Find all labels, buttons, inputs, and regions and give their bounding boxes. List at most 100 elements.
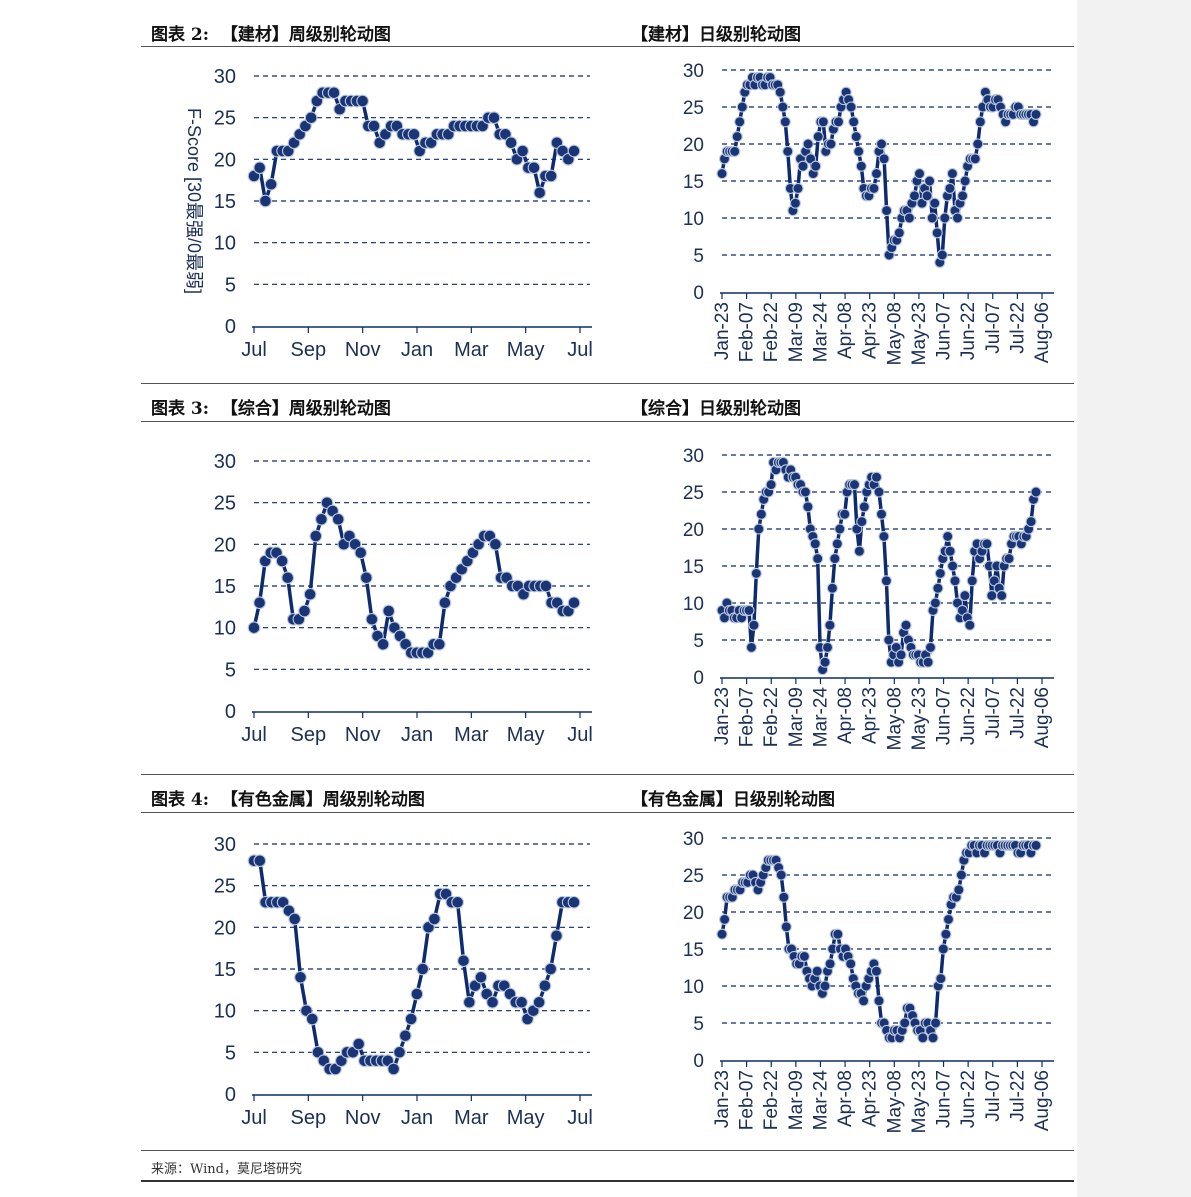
data-point xyxy=(850,131,862,143)
x-tick-label: Jul xyxy=(241,1107,267,1129)
data-point xyxy=(878,153,890,165)
data-point xyxy=(539,579,553,593)
y-tick-label: 0 xyxy=(225,701,236,723)
data-point xyxy=(824,958,836,970)
data-point xyxy=(331,512,345,526)
data-point xyxy=(303,587,317,601)
data-point xyxy=(365,612,379,626)
x-tick-label: Apr-08 xyxy=(835,687,856,744)
y-tick-label: 5 xyxy=(225,274,236,296)
x-tick-label: Jul-22 xyxy=(1007,687,1028,739)
data-point xyxy=(416,962,430,976)
data-point xyxy=(959,175,971,187)
x-tick-label: May-23 xyxy=(909,687,930,750)
data-point xyxy=(487,111,501,125)
data-point xyxy=(981,538,993,550)
data-point xyxy=(936,249,948,261)
data-point xyxy=(811,965,823,977)
data-point xyxy=(955,869,967,881)
x-tick-label: Jul-07 xyxy=(983,1070,1004,1122)
chart-weekly-youse: 0 5 10 15 20 25 30 Jul Sep Nov Jan Mar May Jul xyxy=(214,834,593,1129)
x-tick-label: Jun-22 xyxy=(958,1070,979,1128)
data-point xyxy=(959,590,971,602)
x-tick-label: Jul-07 xyxy=(983,302,1004,354)
row-divider-1 xyxy=(141,383,1074,384)
x-tick-label: Nov xyxy=(345,339,381,361)
y-tick-label: 25 xyxy=(214,876,236,898)
data-point xyxy=(451,895,464,909)
x-tick-label: Jun-07 xyxy=(934,1070,955,1128)
data-point xyxy=(765,479,777,491)
y-tick-label: 5 xyxy=(225,659,236,681)
y-tick-label: 30 xyxy=(214,66,236,88)
data-point xyxy=(848,479,861,491)
data-point xyxy=(873,486,885,498)
data-point xyxy=(567,144,581,158)
data-point xyxy=(883,634,895,646)
x-tick-label: Jan xyxy=(401,339,433,361)
x-tick-label: Jul xyxy=(241,339,267,361)
data-point xyxy=(812,553,824,565)
data-point xyxy=(832,928,844,940)
data-point xyxy=(873,995,885,1007)
data-point xyxy=(486,995,499,1009)
data-point xyxy=(856,516,868,528)
data-point xyxy=(802,138,814,150)
data-point xyxy=(527,161,541,175)
title-weekly-youse: 图表 4: 【有色金属】周级别轮动图 xyxy=(151,790,425,810)
x-tick-label: Aug-06 xyxy=(1032,687,1053,748)
data-point xyxy=(853,145,865,157)
data-point xyxy=(731,131,743,143)
series-line xyxy=(252,500,576,655)
data-point xyxy=(352,1037,366,1051)
chart-daily-jiancai: 0 5 10 15 20 25 30 Jan-23 Feb-07 Feb-22 Mar-09 Mar-… xyxy=(683,61,1054,365)
data-point xyxy=(817,116,829,128)
data-point xyxy=(736,101,748,113)
x-tick-label: Jul-07 xyxy=(983,687,1004,739)
chart-weekly-jiancai: 0 5 10 15 20 25 30 F-Score [30最强/0最弱] Jul Sep Nov J… xyxy=(184,66,593,361)
data-point xyxy=(354,546,368,560)
y-tick-label: 15 xyxy=(214,191,236,213)
y-tick-label: 25 xyxy=(214,108,236,130)
data-point xyxy=(839,508,851,520)
title-rule-3 xyxy=(141,812,1074,813)
data-point xyxy=(810,160,822,172)
x-tick-label: Jul-22 xyxy=(1007,302,1028,354)
x-tick-label: Jun-22 xyxy=(958,687,979,745)
x-tick-label: Apr-23 xyxy=(860,302,881,359)
x-tick-label: Feb-07 xyxy=(737,1070,758,1130)
data-point xyxy=(917,1032,929,1044)
data-point xyxy=(515,995,528,1009)
x-tick-label: May-23 xyxy=(909,1070,930,1133)
data-point xyxy=(974,116,986,128)
data-point xyxy=(821,641,834,653)
y-tick-label: 15 xyxy=(683,940,704,961)
data-point xyxy=(774,86,786,98)
data-point xyxy=(750,567,762,579)
title-daily-jiancai: 【建材】日级别轮动图 xyxy=(631,25,801,45)
x-tick-label: Aug-06 xyxy=(1032,302,1053,363)
x-tick-label: Jul xyxy=(567,339,593,361)
x-tick-label: May xyxy=(507,1107,545,1129)
data-point xyxy=(474,970,488,984)
data-point xyxy=(410,987,424,1001)
data-point xyxy=(831,538,843,550)
y-tick-label: 30 xyxy=(683,446,704,467)
title-daily-youse: 【有色金属】日级别轮动图 xyxy=(631,790,835,810)
data-point xyxy=(845,101,857,113)
data-point xyxy=(294,970,307,984)
x-tick-label: Apr-08 xyxy=(835,1070,856,1127)
data-point xyxy=(755,508,767,520)
x-tick-label: Jan-23 xyxy=(712,687,733,745)
data-point xyxy=(969,153,981,165)
x-tick-label: Nov xyxy=(345,1107,381,1129)
chart-weekly-zonghe: 0 5 10 15 20 25 30 Jul Sep Nov Jan Mar May Jul xyxy=(214,451,593,746)
y-tick-label: 0 xyxy=(693,1051,704,1072)
data-point xyxy=(903,212,915,224)
data-point xyxy=(1003,553,1015,565)
y-tick-label: 25 xyxy=(683,483,704,504)
y-tick-label: 20 xyxy=(214,149,236,171)
y-tick-label: 30 xyxy=(683,61,704,82)
data-point xyxy=(937,943,949,955)
x-tick-label: Mar xyxy=(454,339,489,361)
